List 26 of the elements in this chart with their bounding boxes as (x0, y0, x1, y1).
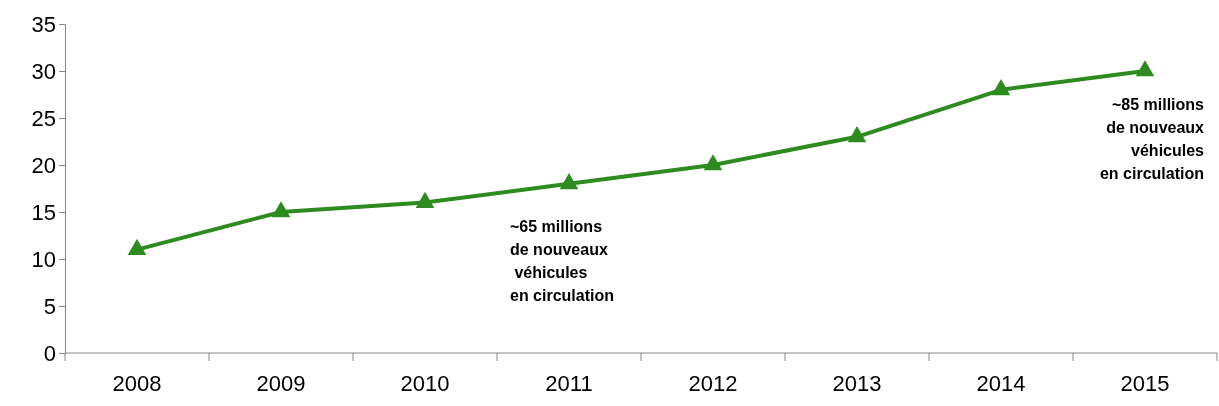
y-tick-label: 20 (31, 152, 56, 178)
x-tick-label: 2013 (832, 371, 882, 396)
y-tick-label: 0 (43, 340, 56, 366)
point (415, 191, 435, 208)
annotation: ~65 millions de nouveaux véhicules en circulation (510, 218, 615, 304)
x-tick-label: 2014 (976, 371, 1026, 396)
y-tick-label: 5 (43, 293, 56, 319)
x-tick-label: 2015 (1120, 371, 1170, 396)
point (271, 201, 291, 218)
point (991, 79, 1011, 96)
x-tick-label: 2009 (256, 371, 306, 396)
annotation: ~85 millions de nouveaux véhicules en circulation (1099, 96, 1205, 182)
x-tick-label: 2008 (112, 371, 162, 396)
y-tick-label: 10 (31, 246, 56, 272)
point (703, 154, 723, 171)
point (847, 126, 867, 143)
y-tick-label: 25 (31, 105, 56, 131)
x-tick-label: 2012 (688, 371, 738, 396)
x-tick-label: 2010 (400, 371, 450, 396)
point (127, 238, 147, 255)
y-tick-label: 15 (31, 199, 56, 225)
point (559, 173, 579, 190)
x-tick-label: 2011 (545, 371, 593, 396)
point (1135, 60, 1155, 77)
y-tick-label: 30 (31, 58, 56, 84)
y-tick-label: 35 (31, 11, 56, 37)
